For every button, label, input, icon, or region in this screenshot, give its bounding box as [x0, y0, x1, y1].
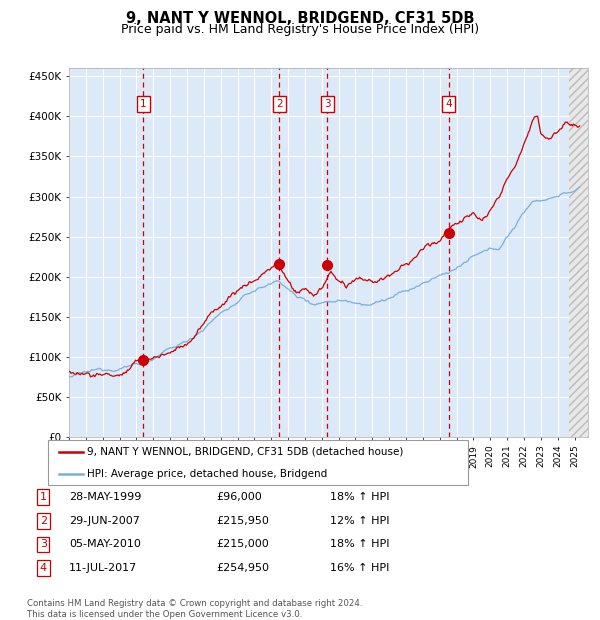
Text: 29-JUN-2007: 29-JUN-2007 — [69, 516, 140, 526]
Text: 9, NANT Y WENNOL, BRIDGEND, CF31 5DB: 9, NANT Y WENNOL, BRIDGEND, CF31 5DB — [126, 11, 474, 25]
Text: 18% ↑ HPI: 18% ↑ HPI — [330, 492, 389, 502]
Text: Contains HM Land Registry data © Crown copyright and database right 2024.
This d: Contains HM Land Registry data © Crown c… — [27, 600, 362, 619]
Text: 3: 3 — [40, 539, 47, 549]
Text: 28-MAY-1999: 28-MAY-1999 — [69, 492, 142, 502]
Text: 9, NANT Y WENNOL, BRIDGEND, CF31 5DB (detached house): 9, NANT Y WENNOL, BRIDGEND, CF31 5DB (de… — [87, 447, 403, 457]
Text: 12% ↑ HPI: 12% ↑ HPI — [330, 516, 389, 526]
Text: £96,000: £96,000 — [216, 492, 262, 502]
Text: 4: 4 — [445, 99, 452, 109]
Text: 1: 1 — [140, 99, 146, 109]
Text: HPI: Average price, detached house, Bridgend: HPI: Average price, detached house, Brid… — [87, 469, 327, 479]
Text: £215,950: £215,950 — [216, 516, 269, 526]
Text: 1: 1 — [40, 492, 47, 502]
Text: £254,950: £254,950 — [216, 563, 269, 573]
Text: 18% ↑ HPI: 18% ↑ HPI — [330, 539, 389, 549]
Text: 05-MAY-2010: 05-MAY-2010 — [69, 539, 141, 549]
Text: 16% ↑ HPI: 16% ↑ HPI — [330, 563, 389, 573]
Text: 2: 2 — [40, 516, 47, 526]
Text: 3: 3 — [324, 99, 331, 109]
Text: 11-JUL-2017: 11-JUL-2017 — [69, 563, 137, 573]
Text: 2: 2 — [276, 99, 283, 109]
Text: Price paid vs. HM Land Registry's House Price Index (HPI): Price paid vs. HM Land Registry's House … — [121, 23, 479, 36]
Text: 4: 4 — [40, 563, 47, 573]
Text: £215,000: £215,000 — [216, 539, 269, 549]
